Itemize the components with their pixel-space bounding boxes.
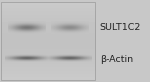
Text: β-Actin: β-Actin: [100, 55, 133, 64]
Text: SULT1C2: SULT1C2: [100, 23, 141, 32]
